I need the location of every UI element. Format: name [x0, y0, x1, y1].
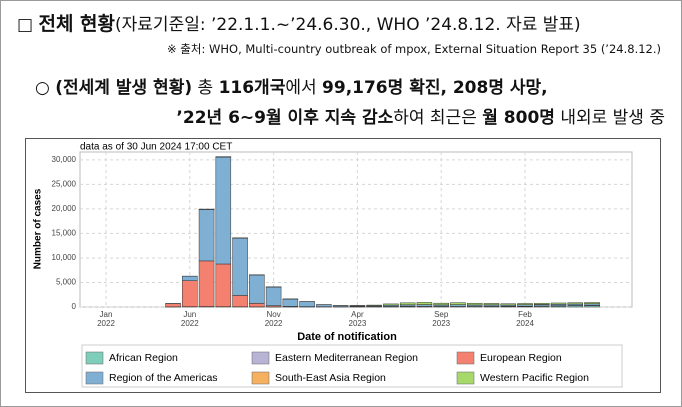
- source: ※ 출처: WHO, Multi-country outbreak of mpo…: [167, 42, 661, 56]
- y-tick-label: 15,000: [52, 229, 77, 238]
- bar-segment: [316, 304, 332, 307]
- bar-segment: [416, 304, 433, 307]
- summary-text: 총: [192, 78, 219, 98]
- legend-label: Eastern Mediterranean Region: [275, 352, 418, 364]
- y-tick-label: 25,000: [52, 179, 77, 188]
- x-tick-label: Jun: [183, 310, 196, 319]
- bar-segment: [249, 274, 265, 304]
- summary-text: 내외로 발생 중: [554, 108, 665, 128]
- x-tick-label: 2023: [349, 319, 367, 328]
- x-tick-label: Feb: [518, 310, 532, 319]
- x-tick-label: 2022: [265, 319, 283, 328]
- header-title-line: □ 전체 현황(자료기준일: ’22.1.1.~’24.6.30., WHO ’…: [17, 9, 581, 36]
- bar-segment: [466, 302, 483, 306]
- legend-label: African Region: [109, 352, 178, 364]
- bar-segment: [450, 302, 466, 305]
- bar-segment: [165, 303, 181, 308]
- bar-segment: [517, 303, 533, 305]
- legend-swatch: [85, 351, 104, 365]
- bar-segment: [182, 280, 198, 307]
- bar-segment: [550, 302, 567, 305]
- legend-swatch: [456, 351, 475, 365]
- legend-label: South-East Asia Region: [275, 372, 386, 384]
- title: 전체 현황: [38, 13, 116, 35]
- y-tick-label: 5,000: [56, 278, 77, 287]
- x-tick-label: 2024: [516, 319, 534, 328]
- bar-segment: [366, 304, 382, 307]
- legend-swatch: [85, 371, 104, 385]
- bar-segment: [534, 302, 550, 305]
- bar-segment: [265, 286, 282, 306]
- y-tick-label: 30,000: [52, 155, 77, 164]
- bar-segment: [198, 260, 215, 307]
- legend-swatch: [251, 371, 270, 385]
- x-tick-label: 2022: [97, 319, 115, 328]
- legend-swatch: [251, 351, 270, 365]
- x-tick-label: Apr: [351, 310, 364, 319]
- bar-segment: [232, 295, 248, 308]
- bullet: ○: [35, 78, 50, 98]
- bar-segment: [282, 298, 299, 307]
- x-tick-label: 2022: [181, 319, 199, 328]
- summary-text: 월 800명: [482, 108, 555, 128]
- x-tick-label: Nov: [266, 310, 280, 319]
- summary-line: ’22년 6~9월 이후 지속 감소하여 최근은 월 800명 내외로 발생 중: [35, 103, 665, 128]
- legend-label: Region of the Americas: [109, 372, 218, 384]
- bar-segment: [249, 303, 265, 308]
- bar-segment: [182, 275, 198, 281]
- bar-segment: [383, 303, 399, 306]
- bar-segment: [215, 156, 232, 265]
- x-tick-label: Sep: [434, 310, 449, 319]
- legend-label: Western Pacific Region: [480, 372, 589, 384]
- bar-segment: [232, 237, 248, 296]
- x-tick-label: Jan: [100, 310, 113, 319]
- x-axis-label: Date of notification: [297, 331, 397, 343]
- bar-segment: [215, 263, 232, 307]
- legend-swatch: [456, 371, 475, 385]
- summary-text: 99,176명 확진, 208명 사망,: [322, 78, 548, 98]
- bar-segment: [483, 303, 500, 306]
- bar-segment: [399, 302, 416, 306]
- chart: data as of 30 Jun 2024 17:00 CET Number …: [25, 138, 661, 393]
- summary-text: 116개국: [218, 78, 286, 98]
- summary-text: ’22년 6~9월 이후 지속 감소: [176, 108, 394, 128]
- title-note: (자료기준일: ’22.1.1.~’24.6.30., WHO ’24.8.12…: [115, 15, 581, 35]
- bar-segment: [567, 302, 584, 305]
- y-tick-label: 10,000: [52, 253, 77, 262]
- bar-segment: [584, 302, 600, 304]
- x-tick-label: 2023: [432, 319, 450, 328]
- title-marker: □: [17, 15, 34, 35]
- y-tick-label: 20,000: [52, 204, 77, 213]
- bar-segment: [450, 304, 466, 307]
- annotation: data as of 30 Jun 2024 17:00 CET: [80, 142, 232, 153]
- summary-text: 하여 최근은: [393, 108, 483, 128]
- summary-line: ○ (전세계 발생 현황) 총 116개국에서 99,176명 확진, 208명…: [35, 73, 665, 98]
- bar-segment: [416, 302, 433, 305]
- bar-segment: [299, 301, 315, 307]
- summary-text: (전세계 발생 현황): [55, 78, 193, 98]
- legend-label: European Region: [480, 352, 562, 364]
- y-axis-label: Number of cases: [33, 188, 44, 269]
- bar-segment: [500, 303, 516, 306]
- summary-text: 에서: [285, 78, 323, 98]
- legend-box: [81, 344, 623, 388]
- bar-segment: [433, 302, 449, 306]
- y-tick-label: 0: [72, 302, 77, 311]
- bar-segment: [198, 209, 215, 262]
- plot-panel: [79, 151, 633, 308]
